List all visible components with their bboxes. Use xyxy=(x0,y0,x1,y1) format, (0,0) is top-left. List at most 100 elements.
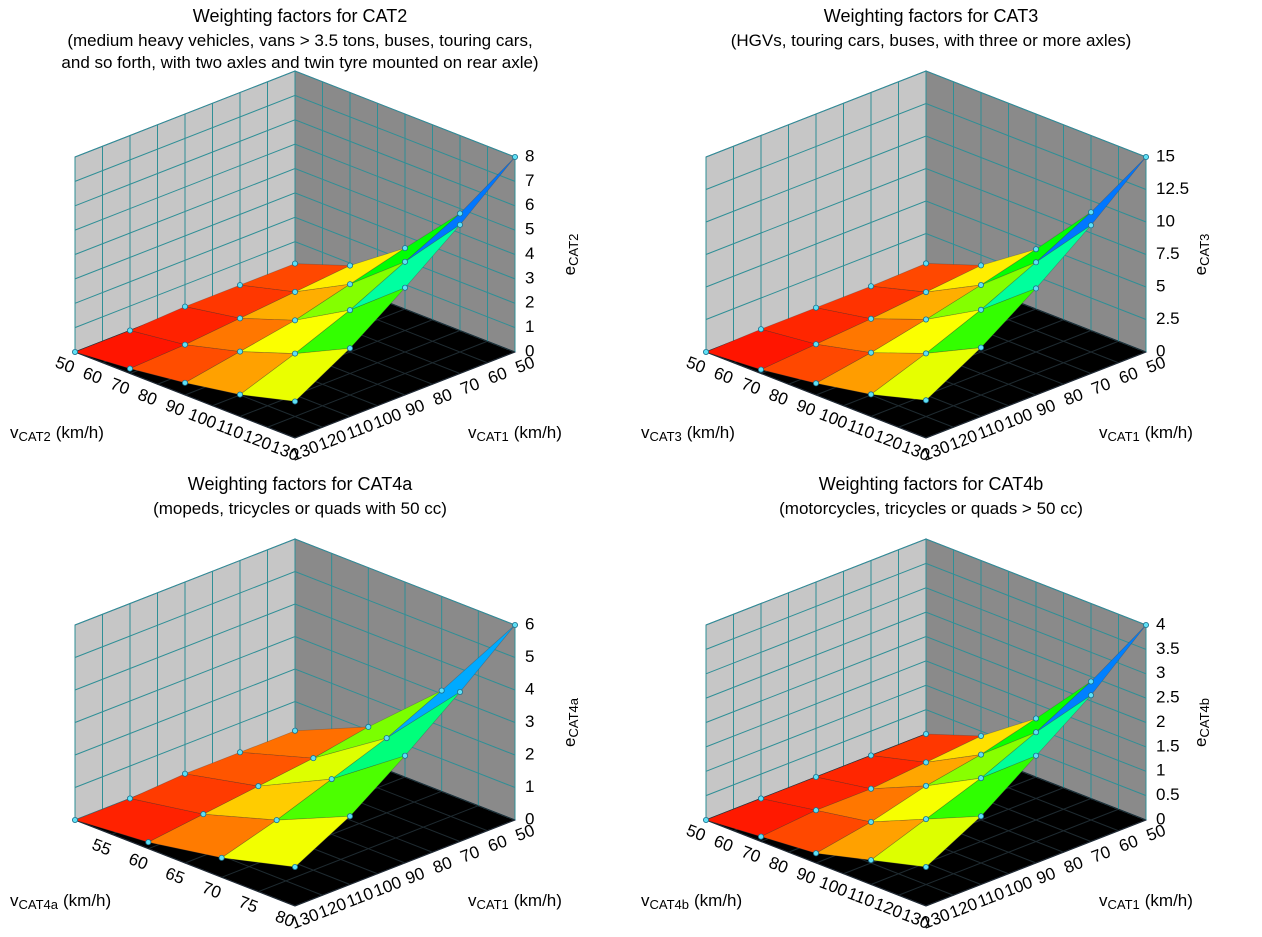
data-point xyxy=(383,735,390,742)
data-point xyxy=(1032,259,1039,266)
chart-title: Weighting factors for CAT4a xyxy=(188,474,413,494)
data-point xyxy=(977,751,984,758)
x-axis-label-part: CAT2 xyxy=(19,429,51,444)
data-point xyxy=(922,863,929,870)
x-tick-label: 50 xyxy=(53,353,77,378)
x-tick-label: 110 xyxy=(214,416,246,443)
data-point xyxy=(365,723,372,730)
z-tick-label: 3 xyxy=(525,712,534,731)
data-point xyxy=(346,813,353,820)
y-axis-label: vCAT1 (km/h) xyxy=(468,423,562,444)
y-axis-label-part: CAT1 xyxy=(477,897,509,912)
data-point xyxy=(812,341,819,348)
data-point xyxy=(456,688,463,695)
z-tick-label: 7 xyxy=(525,171,534,190)
chart-subtitle: (medium heavy vehicles, vans > 3.5 tons,… xyxy=(67,31,532,50)
data-point xyxy=(1032,752,1039,759)
data-point xyxy=(1087,222,1094,229)
data-point xyxy=(218,854,225,861)
y-tick-label: 90 xyxy=(403,396,427,421)
z-tick-label: 2 xyxy=(1156,712,1165,731)
data-point xyxy=(512,153,519,160)
data-point xyxy=(867,391,874,398)
data-point xyxy=(758,833,765,840)
data-point xyxy=(236,749,243,756)
z-tick-label: 4 xyxy=(525,679,534,698)
chart-subtitle: (mopeds, tricycles or quads with 50 cc) xyxy=(153,499,447,518)
x-tick-label: 80 xyxy=(766,385,790,410)
y-tick-label: 90 xyxy=(1034,864,1058,889)
data-point xyxy=(922,316,929,323)
floor-grid-line xyxy=(258,805,479,893)
x-tick-label: 110 xyxy=(845,416,877,443)
x-tick-label: 100 xyxy=(186,405,219,433)
x-tick-label: 70 xyxy=(199,878,223,903)
x-axis-label-part: v xyxy=(641,891,650,910)
data-point xyxy=(236,391,243,398)
data-point xyxy=(867,785,874,792)
y-tick-label: 110 xyxy=(975,884,1007,911)
y-tick-label: 60 xyxy=(485,363,509,388)
x-axis-label-part: (km/h) xyxy=(694,891,742,910)
y-tick-label: 60 xyxy=(485,831,509,856)
x-axis-label-part: (km/h) xyxy=(687,423,735,442)
chart-title: Weighting factors for CAT3 xyxy=(824,6,1038,26)
z-tick-label: 2.5 xyxy=(1156,688,1180,707)
x-axis-label: vCAT2 (km/h) xyxy=(10,423,104,444)
y-tick-label: 70 xyxy=(458,842,482,867)
x-axis-label-part: v xyxy=(10,423,19,442)
y-axis-label: vCAT1 (km/h) xyxy=(468,891,562,912)
data-point xyxy=(922,730,929,737)
chart-subtitle: (motorcycles, tricycles or quads > 50 cc… xyxy=(779,499,1083,518)
z-tick-label: 4 xyxy=(525,244,534,263)
z-axis-label-part: e xyxy=(1191,266,1210,275)
z-tick-label: 0 xyxy=(525,809,534,828)
x-axis-label-part: v xyxy=(641,423,650,442)
data-point xyxy=(758,795,765,802)
x-axis-label-part: (km/h) xyxy=(63,891,111,910)
y-tick-label: 80 xyxy=(1061,853,1085,878)
subplot: 02.557.51012.515506070809010011012013050… xyxy=(641,6,1212,465)
data-point xyxy=(922,397,929,404)
data-point xyxy=(181,770,188,777)
y-tick-label: 60 xyxy=(1116,831,1140,856)
floor-grid-line xyxy=(925,351,1147,439)
data-point xyxy=(456,210,463,217)
x-tick-label: 90 xyxy=(794,396,818,421)
data-point xyxy=(255,783,262,790)
z-tick-label: 3 xyxy=(1156,663,1165,682)
data-point xyxy=(1032,246,1039,253)
data-point xyxy=(867,818,874,825)
data-point xyxy=(1143,153,1150,160)
data-point xyxy=(236,315,243,322)
data-point xyxy=(346,262,353,269)
z-tick-label: 0 xyxy=(525,341,534,360)
x-axis-label-part: v xyxy=(10,891,19,910)
y-axis-label: vCAT1 (km/h) xyxy=(1099,891,1193,912)
data-point xyxy=(310,755,317,762)
data-point xyxy=(291,288,298,295)
data-point xyxy=(401,752,408,759)
y-axis-label-part: v xyxy=(1099,423,1108,442)
x-axis-label: vCAT4a (km/h) xyxy=(10,891,111,912)
z-tick-label: 6 xyxy=(525,195,534,214)
data-point xyxy=(1032,729,1039,736)
y-tick-label: 110 xyxy=(344,884,376,911)
data-point xyxy=(401,258,408,265)
data-point xyxy=(291,350,298,357)
y-tick-label: 110 xyxy=(975,416,1007,443)
subplot: 00.511.522.533.5450607080901001101201305… xyxy=(641,474,1212,933)
z-tick-label: 2.5 xyxy=(1156,309,1180,328)
data-point xyxy=(1087,692,1094,699)
z-axis-label: eCAT4b xyxy=(1191,698,1212,747)
data-point xyxy=(291,863,298,870)
data-point xyxy=(181,379,188,386)
data-point xyxy=(328,776,335,783)
z-tick-label: 3 xyxy=(525,268,534,287)
x-tick-label: 60 xyxy=(80,363,104,388)
data-point xyxy=(977,281,984,288)
data-point xyxy=(922,289,929,296)
data-point xyxy=(438,687,445,694)
